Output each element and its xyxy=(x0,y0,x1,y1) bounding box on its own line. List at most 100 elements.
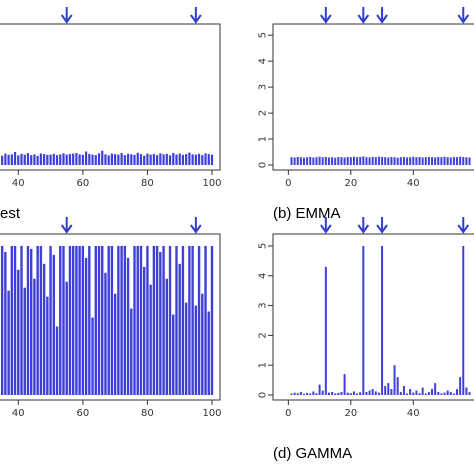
bar xyxy=(374,157,377,165)
bar xyxy=(178,153,181,165)
bar xyxy=(321,157,324,165)
bar xyxy=(406,157,409,165)
bar xyxy=(136,245,139,395)
bar xyxy=(377,392,380,395)
bar xyxy=(143,155,146,165)
bar xyxy=(181,245,185,395)
x-tick-label: 80 xyxy=(141,408,154,419)
bar xyxy=(343,374,346,395)
bar xyxy=(299,157,302,165)
bar xyxy=(46,296,49,395)
bar xyxy=(406,393,409,395)
bar xyxy=(162,154,165,165)
y-tick-label: 1 xyxy=(258,362,269,368)
x-tick-label: 20 xyxy=(344,408,357,419)
bar xyxy=(368,157,371,165)
bar xyxy=(152,154,155,165)
y-tick-label: 4 xyxy=(258,58,269,64)
bar xyxy=(415,390,418,395)
arrow-head xyxy=(60,224,73,234)
arrow-head xyxy=(190,14,202,24)
bar xyxy=(296,393,299,395)
bar xyxy=(172,314,175,395)
bar xyxy=(123,245,127,395)
bar xyxy=(459,377,462,395)
bar xyxy=(59,245,62,395)
bar xyxy=(327,392,330,395)
bar xyxy=(49,245,52,395)
bar xyxy=(152,245,156,395)
y-tick-label: 0 xyxy=(258,162,269,168)
bar xyxy=(49,154,52,165)
bar xyxy=(201,293,204,395)
chart-panel-2: 0 20 40 0 1 2 3 4 5 xyxy=(258,7,474,189)
bar xyxy=(0,245,4,395)
marker-arrow-icon xyxy=(60,7,73,24)
bar xyxy=(346,392,349,395)
bar xyxy=(327,157,330,165)
arrow-head xyxy=(376,14,388,24)
chart-panel-4: 0 20 40 0 1 2 3 4 5 xyxy=(258,217,474,419)
marker-arrow-icon xyxy=(376,7,388,24)
bar xyxy=(97,245,101,395)
bar xyxy=(46,154,49,165)
y-tick-label: 3 xyxy=(258,302,269,308)
x-tick-label: 60 xyxy=(76,178,89,189)
bar xyxy=(309,156,312,165)
marker-arrow-icon xyxy=(60,217,73,234)
x-tick-label: 40 xyxy=(12,178,25,189)
bar xyxy=(324,156,327,165)
bar xyxy=(204,153,207,165)
bar xyxy=(113,293,117,395)
bar xyxy=(321,390,324,395)
bar xyxy=(207,311,210,395)
bar xyxy=(337,156,340,165)
bar xyxy=(346,156,349,165)
bar xyxy=(110,153,114,165)
bar xyxy=(393,157,396,165)
bar xyxy=(462,245,465,395)
bar xyxy=(123,155,126,165)
bar xyxy=(393,365,396,395)
bar xyxy=(81,154,84,165)
bar xyxy=(155,245,159,395)
marker-arrow-icon xyxy=(320,7,332,24)
marker-arrow-icon xyxy=(457,7,470,24)
bar xyxy=(68,154,72,165)
bar xyxy=(10,154,13,165)
bar xyxy=(290,393,293,395)
bar xyxy=(402,156,405,165)
bar xyxy=(78,245,81,395)
x-tick-label: 0 xyxy=(285,408,291,419)
bar xyxy=(33,154,36,165)
bar xyxy=(446,157,449,165)
bar xyxy=(4,153,7,165)
bar xyxy=(465,157,468,165)
y-tick-label: 4 xyxy=(258,273,269,279)
bar xyxy=(139,154,143,165)
y-tick-label: 3 xyxy=(258,84,269,90)
bar xyxy=(75,245,78,395)
bar xyxy=(146,153,149,165)
bar xyxy=(30,155,33,165)
bar xyxy=(293,157,296,165)
bar xyxy=(130,308,133,395)
bar xyxy=(446,390,449,395)
bar xyxy=(204,245,207,395)
bar xyxy=(449,392,452,395)
bar xyxy=(399,392,402,395)
marker-arrow-icon xyxy=(320,217,332,234)
x-tick-label: 40 xyxy=(12,408,25,419)
arrow-head xyxy=(457,14,470,24)
bar xyxy=(165,278,168,395)
bar xyxy=(188,245,191,395)
caption-b: (b) EMMA xyxy=(273,205,341,222)
bar xyxy=(412,156,415,165)
bar xyxy=(17,269,20,395)
bar xyxy=(381,245,384,395)
bar xyxy=(17,155,20,165)
bar xyxy=(427,392,430,395)
bar xyxy=(462,156,465,165)
bar xyxy=(7,154,10,165)
bar xyxy=(130,154,133,165)
